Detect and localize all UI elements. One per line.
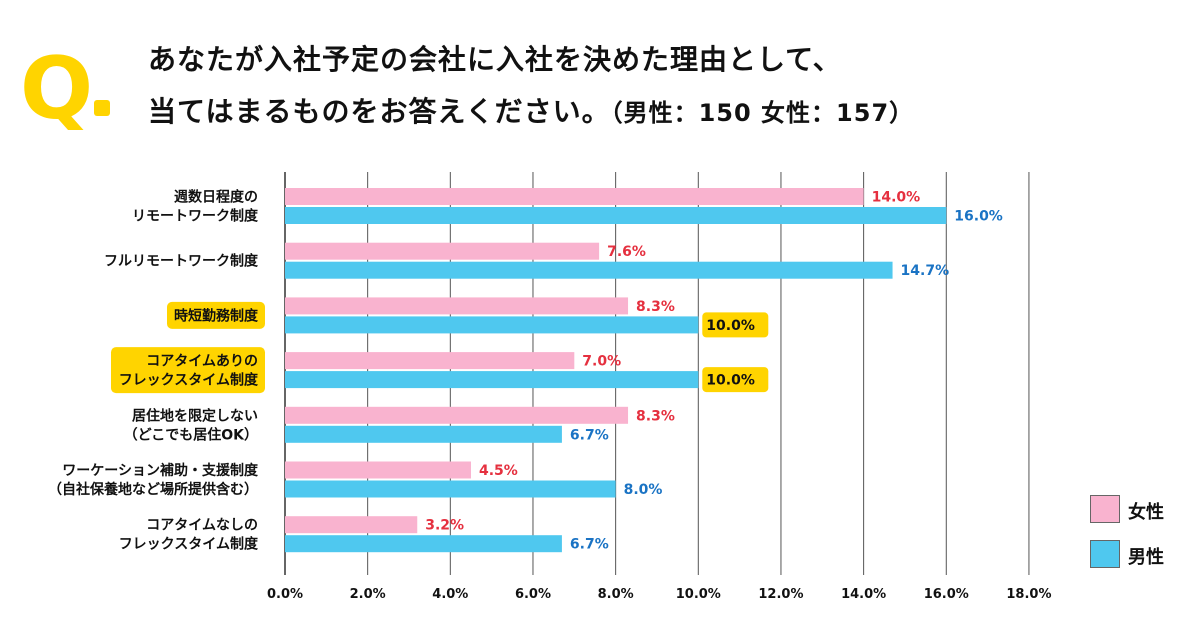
legend-item-female: 女性 — [1090, 490, 1190, 530]
data-label-male: 10.0% — [706, 373, 755, 389]
bar-female — [285, 297, 629, 315]
bar-male — [285, 261, 893, 279]
question-title-main: 当てはまるものをお答えください。 — [148, 95, 611, 128]
x-tick-label: 16.0% — [924, 587, 969, 602]
x-tick-label: 12.0% — [758, 587, 803, 602]
bar-male — [285, 535, 562, 553]
bar-female — [285, 188, 864, 205]
category-label: 時短勤務制度 — [174, 307, 259, 324]
x-tick-label: 4.0% — [432, 587, 468, 602]
category-label: フレックスタイム制度 — [119, 536, 259, 553]
data-label-male: 16.0% — [954, 209, 1003, 225]
category-label-highlight — [167, 301, 265, 329]
bar-female — [285, 516, 418, 534]
respondent-count-note: （男性：150 女性：157） — [610, 99, 915, 127]
data-label-male: 6.7% — [570, 427, 609, 443]
svg-text:Q: Q — [20, 40, 93, 130]
x-tick-label: 8.0% — [598, 587, 634, 602]
x-tick-label: 6.0% — [515, 587, 551, 602]
category-label: コアタイムなしの — [146, 518, 258, 534]
legend-swatch-female — [1090, 495, 1120, 523]
bar-female — [285, 406, 629, 424]
category-label: 週数日程度の — [174, 189, 258, 206]
data-label-female: 7.0% — [582, 354, 621, 370]
category-label: リモートワーク制度 — [132, 208, 259, 225]
data-label-female: 8.3% — [636, 408, 675, 424]
data-label-female: 7.6% — [607, 244, 646, 260]
legend-swatch-male — [1090, 540, 1120, 568]
question-title-line-2: 当てはまるものをお答えください。（男性：150 女性：157） — [148, 90, 914, 130]
x-tick-label: 0.0% — [267, 587, 303, 602]
category-label: （どこでも居住OK） — [124, 426, 258, 443]
bar-male — [285, 207, 947, 224]
bar-male — [285, 316, 699, 334]
data-label-male: 8.0% — [624, 482, 663, 498]
data-label-male: 6.7% — [570, 537, 609, 553]
category-label: コアタイムありの — [146, 354, 258, 370]
data-label-female: 8.3% — [636, 299, 675, 315]
x-tick-label: 14.0% — [841, 587, 886, 602]
data-label-male: 10.0% — [706, 318, 755, 334]
category-label: 居住地を限定しない — [132, 407, 258, 424]
bar-female — [285, 461, 471, 479]
question-title-line-1: あなたが入社予定の会社に入社を決めた理由として、 — [148, 43, 842, 76]
bar-male — [285, 480, 616, 498]
category-label: ワーケーション補助・支援制度 — [62, 462, 259, 479]
data-label-female: 4.5% — [479, 463, 518, 479]
bar-female — [285, 242, 600, 260]
x-tick-label: 2.0% — [350, 587, 386, 602]
legend-label-female: 女性 — [1128, 502, 1164, 523]
category-label-highlight — [111, 347, 265, 394]
x-tick-label: 18.0% — [1006, 587, 1051, 602]
data-label-highlight — [702, 312, 769, 338]
bar-female — [285, 352, 575, 370]
category-label: （自社保養地など場所提供含む） — [48, 481, 258, 498]
legend-item-male: 男性 — [1090, 535, 1190, 575]
data-label-female: 3.2% — [425, 518, 464, 534]
legend-label-male: 男性 — [1128, 547, 1164, 568]
q-mark-icon: Q — [20, 40, 110, 130]
category-label: フルリモートワーク制度 — [104, 253, 259, 270]
data-label-male: 14.7% — [901, 263, 950, 279]
bar-male — [285, 371, 699, 389]
x-tick-label: 10.0% — [676, 587, 721, 602]
data-label-female: 14.0% — [872, 190, 921, 206]
bar-male — [285, 425, 562, 443]
category-label: フレックスタイム制度 — [119, 372, 259, 389]
data-label-highlight — [702, 367, 769, 393]
